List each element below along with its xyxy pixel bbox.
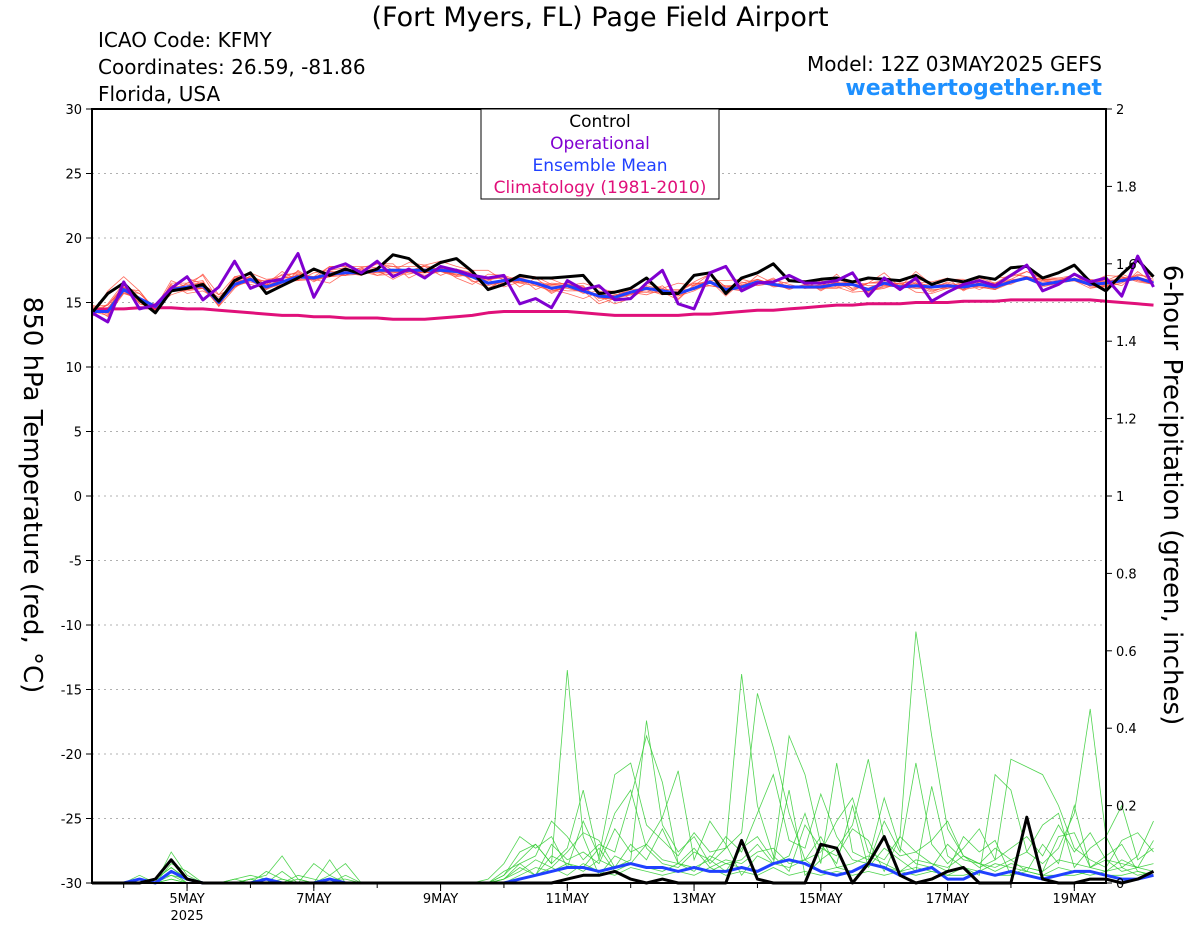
y-tick-label: -15 bbox=[61, 684, 82, 699]
temp-mean-line bbox=[92, 268, 1154, 313]
y-tick-label: 10 bbox=[65, 361, 82, 376]
y2-tick-label: 0.8 bbox=[1116, 567, 1137, 582]
precip-member-line bbox=[92, 734, 1154, 884]
coordinates: Coordinates: 26.59, -81.86 bbox=[98, 55, 366, 79]
y-tick-label: 20 bbox=[65, 232, 82, 247]
legend-box bbox=[480, 108, 720, 200]
y2-tick-label: 2 bbox=[1116, 103, 1124, 118]
temp-control-line bbox=[90, 253, 1155, 315]
x-tick-label: 11MAY bbox=[546, 892, 590, 907]
precip-control-line bbox=[92, 815, 1155, 885]
y2-tick-label: 1.2 bbox=[1116, 413, 1137, 428]
main-series bbox=[90, 252, 1155, 885]
region: Florida, USA bbox=[98, 82, 221, 106]
y-tick-label: -25 bbox=[61, 813, 82, 828]
y-tick-label: 30 bbox=[65, 103, 82, 118]
precip-member-line bbox=[92, 673, 1154, 884]
grid-lines bbox=[92, 173, 1106, 819]
precip-member-line bbox=[92, 670, 1154, 884]
legend-entry: Operational bbox=[550, 134, 650, 154]
temp-operational-line bbox=[91, 252, 1155, 324]
y2-tick-label: 0.4 bbox=[1116, 722, 1137, 737]
axes: 302520151050-5-10-15-20-25-3021.81.61.41… bbox=[61, 103, 1137, 924]
y2-tick-label: 1.6 bbox=[1116, 258, 1137, 273]
legend-entry: Climatology (1981-2010) bbox=[494, 178, 707, 198]
x-tick-label: 19MAY bbox=[1053, 892, 1097, 907]
legend-entry: Control bbox=[569, 112, 630, 132]
temp-member-line bbox=[91, 263, 1154, 311]
y-tick-label: -20 bbox=[61, 748, 82, 763]
x-tick-label: 15MAY bbox=[799, 892, 843, 907]
y-tick-label: -5 bbox=[69, 555, 82, 570]
y2-tick-label: 0 bbox=[1116, 877, 1124, 892]
x-tick-label: 7MAY bbox=[296, 892, 331, 907]
legend-entry: Ensemble Mean bbox=[532, 156, 667, 176]
y-tick-label: 0 bbox=[74, 490, 82, 505]
precip-members bbox=[92, 631, 1154, 884]
precip-member-line bbox=[92, 631, 1154, 884]
y2-tick-label: 0.6 bbox=[1116, 645, 1137, 660]
y2-tick-label: 1.8 bbox=[1116, 180, 1137, 195]
y-tick-label: -10 bbox=[61, 619, 82, 634]
x-tick-sublabel: 2025 bbox=[171, 909, 204, 924]
y-tick-label: 5 bbox=[74, 426, 82, 441]
y2-tick-label: 1.4 bbox=[1116, 335, 1137, 350]
temp-climatology-line bbox=[91, 298, 1154, 321]
icao-code: ICAO Code: KFMY bbox=[98, 28, 272, 52]
y-tick-label: 15 bbox=[65, 297, 82, 312]
x-tick-label: 9MAY bbox=[423, 892, 458, 907]
site-link[interactable]: weathertogether.net bbox=[845, 76, 1102, 101]
y2-tick-label: 1 bbox=[1116, 490, 1124, 505]
precip-member-line bbox=[92, 708, 1154, 884]
x-tick-label: 5MAY bbox=[169, 892, 204, 907]
y2-tick-label: 0.2 bbox=[1116, 800, 1137, 815]
y-tick-label: 25 bbox=[65, 168, 82, 183]
x-tick-label: 17MAY bbox=[926, 892, 970, 907]
plot-frame bbox=[91, 108, 1107, 884]
model-run: Model: 12Z 03MAY2025 GEFS bbox=[807, 52, 1102, 76]
page-title: (Fort Myers, FL) Page Field Airport bbox=[371, 2, 829, 33]
y-tick-label: -30 bbox=[61, 877, 82, 892]
x-tick-label: 13MAY bbox=[672, 892, 716, 907]
precip-mean-line bbox=[92, 858, 1154, 885]
